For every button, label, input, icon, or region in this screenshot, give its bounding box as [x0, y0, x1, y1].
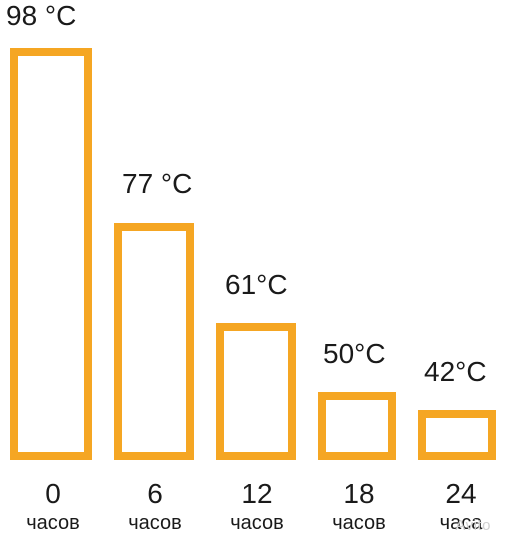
bar-value-label-2: 61°C	[225, 269, 288, 301]
x-number-3: 18	[324, 478, 394, 510]
x-unit-3: часов	[324, 512, 394, 535]
watermark: Avito	[455, 517, 491, 534]
x-unit-0: часов	[18, 512, 88, 535]
x-label-2: 12часов	[222, 478, 292, 535]
x-number-2: 12	[222, 478, 292, 510]
bar-1	[114, 223, 194, 460]
bar-value-label-0: 98 °C	[6, 0, 76, 32]
bar-0	[10, 48, 92, 460]
x-label-0: 0часов	[18, 478, 88, 535]
bar-value-label-3: 50°C	[323, 338, 386, 370]
bar-value-label-1: 77 °C	[122, 168, 192, 200]
bar-rect-4	[418, 410, 496, 460]
temperature-chart: 98 °C77 °C61°C50°C42°C 0часов6часов12час…	[10, 0, 503, 540]
x-number-4: 24	[426, 478, 496, 510]
bar-rect-1	[114, 223, 194, 460]
x-label-3: 18часов	[324, 478, 394, 535]
bar-4	[418, 410, 496, 460]
bar-2	[216, 323, 296, 460]
bar-rect-3	[318, 392, 396, 460]
x-unit-2: часов	[222, 512, 292, 535]
bar-value-label-4: 42°C	[424, 356, 487, 388]
x-number-0: 0	[18, 478, 88, 510]
x-label-1: 6часов	[120, 478, 190, 535]
bar-3	[318, 392, 396, 460]
bar-rect-0	[10, 48, 92, 460]
bars-area: 98 °C77 °C61°C50°C42°C	[10, 0, 503, 460]
x-number-1: 6	[120, 478, 190, 510]
bar-rect-2	[216, 323, 296, 460]
x-unit-1: часов	[120, 512, 190, 535]
